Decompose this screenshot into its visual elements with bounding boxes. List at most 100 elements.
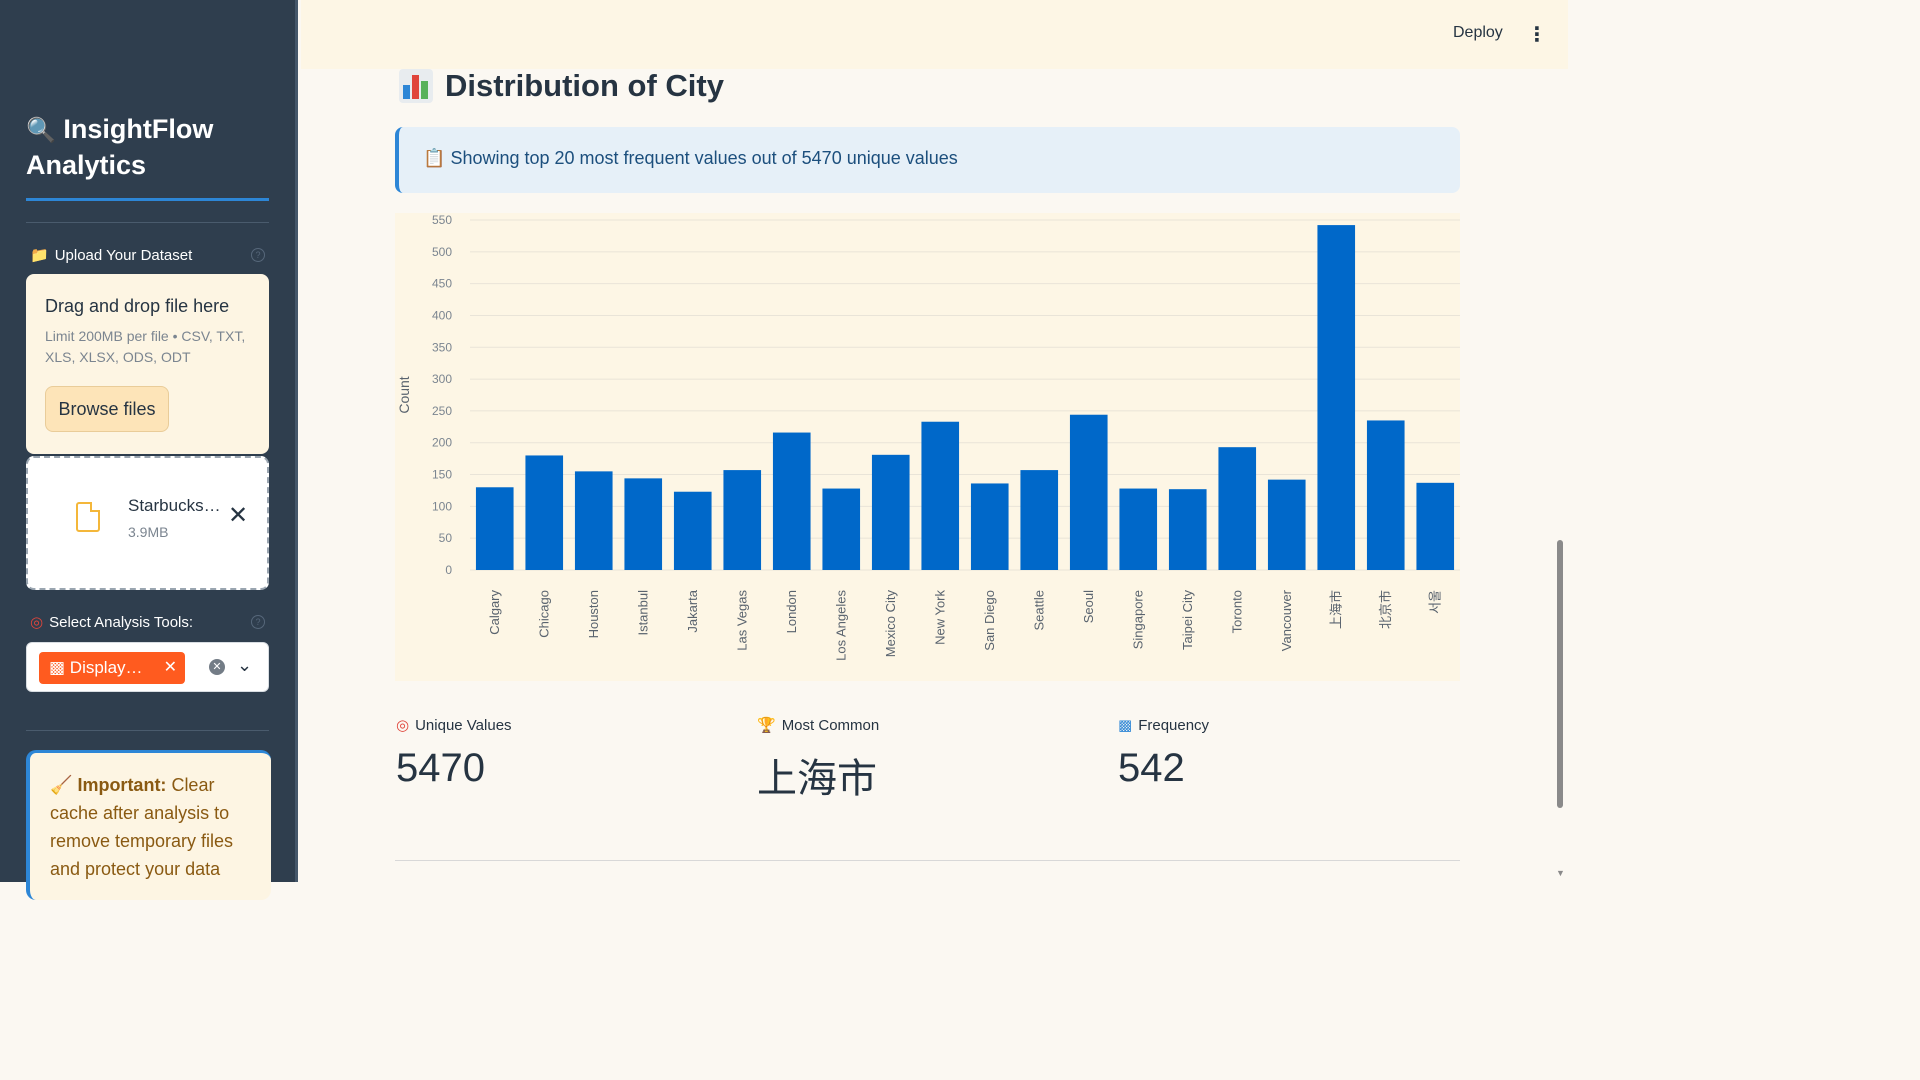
brand-line2: Analytics (26, 150, 147, 180)
x-tick-label: Istanbul (635, 590, 650, 636)
metric-label: Unique Values (415, 716, 512, 734)
folder-icon: 📁 (30, 247, 49, 264)
clipboard-icon: 📋 (423, 148, 446, 168)
x-tick-label: London (784, 590, 799, 633)
broom-icon: 🧹 (50, 775, 73, 795)
tools-label: ◎ Select Analysis Tools: (30, 613, 194, 632)
distribution-chart: 0 50 100 150 200 250 300 350 400 450 500 550 Count Ca… (395, 213, 1460, 681)
brand-title: 🔍 InsightFlow Analytics (26, 112, 269, 182)
file-size: 3.9MB (128, 524, 169, 540)
bar (1416, 482, 1455, 570)
bar (871, 454, 910, 570)
divider (395, 860, 1460, 861)
y-tick-label: 0 (445, 563, 452, 577)
page-title: Distribution of City (399, 68, 724, 104)
bar (1119, 488, 1158, 570)
chevron-down-icon[interactable]: ⌄ (237, 655, 253, 675)
bar (1317, 225, 1356, 570)
metric-label: Most Common (781, 716, 880, 734)
dropzone-title: Drag and drop file here (45, 296, 230, 316)
metric-most-common: 🏆 Most Common 上海市 (757, 716, 879, 804)
bar (970, 483, 1009, 570)
metric-label: Frequency (1138, 716, 1210, 734)
y-tick-label: 550 (432, 213, 452, 227)
x-tick-label: 北京市 (1378, 590, 1393, 629)
bar-chart-icon (399, 69, 433, 103)
metric-value: 5470 (396, 746, 485, 790)
bar (525, 455, 564, 570)
bar (723, 470, 762, 570)
y-tick-label: 150 (432, 468, 452, 482)
x-tick-label: Los Angeles (833, 590, 848, 661)
remove-file-icon[interactable]: ✕ (228, 502, 249, 529)
y-tick-label: 450 (432, 277, 452, 291)
metric-frequency: ▩ Frequency 542 (1118, 716, 1209, 791)
x-tick-label: Singapore (1130, 590, 1145, 649)
bar-chart-svg: 0 50 100 150 200 250 300 350 400 450 500 550 Count Ca… (396, 213, 1460, 661)
y-tick-label: 100 (432, 499, 452, 513)
file-icon (76, 502, 100, 532)
scrollbar[interactable] (1557, 540, 1563, 808)
brand-line1: InsightFlow (63, 114, 214, 144)
target-icon: ◎ (30, 614, 44, 631)
help-icon[interactable]: ? (251, 248, 265, 262)
browse-files-button[interactable]: Browse files (45, 386, 169, 432)
x-tick-label: New York (932, 590, 947, 645)
x-tick-label: Taipei City (1180, 590, 1195, 650)
sidebar: 🔍 InsightFlow Analytics 📁 Upload Your Da… (0, 0, 298, 900)
remove-chip-icon[interactable]: ✕ (163, 659, 177, 676)
x-tick-label: Jakarta (685, 589, 700, 632)
bar (624, 478, 663, 570)
y-tick-label: 300 (432, 372, 452, 386)
bar (772, 432, 811, 570)
important-notice: 🧹 Important: Clear cache after analysis … (26, 750, 271, 900)
bar (822, 488, 861, 570)
info-banner: 📋 Showing top 20 most frequent values ou… (395, 127, 1460, 193)
x-tick-label: Seattle (1031, 590, 1046, 630)
x-tick-label: Vancouver (1279, 589, 1294, 651)
divider (26, 222, 269, 223)
bar (475, 487, 514, 570)
bar (673, 491, 712, 570)
deploy-button[interactable]: Deploy (1453, 24, 1503, 41)
file-name: Starbucks… (128, 496, 221, 515)
bar-chart-icon: ▩ (1118, 717, 1133, 734)
scroll-down-icon[interactable]: ▼ (1556, 868, 1565, 878)
target-icon: ◎ (396, 717, 410, 734)
x-tick-label: San Diego (982, 590, 997, 651)
uploaded-file-card: Starbucks… 3.9MB ✕ (26, 456, 269, 590)
y-tick-label: 500 (432, 245, 452, 259)
metric-value: 上海市 (757, 757, 877, 801)
trophy-icon: 🏆 (757, 717, 776, 734)
x-tick-label: 上海市 (1328, 590, 1343, 629)
y-tick-label: 200 (432, 436, 452, 450)
bar (1366, 420, 1405, 570)
dropzone-subtitle: Limit 200MB per file • CSV, TXT, XLS, XL… (45, 328, 246, 365)
y-axis-label: Count (396, 376, 412, 413)
bar-chart-icon: ▩ (49, 658, 66, 677)
x-tick-label: Las Vegas (734, 590, 749, 651)
top-bar: Deploy ⋮ (301, 0, 1568, 69)
x-tick-label: 서울 (1427, 590, 1442, 614)
bar (921, 421, 960, 570)
y-tick-label: 400 (432, 308, 452, 322)
bar (1069, 414, 1108, 570)
x-tick-label: Toronto (1229, 590, 1244, 633)
more-menu-icon[interactable]: ⋮ (1527, 24, 1547, 46)
clear-all-icon[interactable]: ✕ (209, 659, 225, 675)
divider (26, 730, 269, 731)
x-tick-label: Seoul (1081, 590, 1096, 623)
bar (1168, 489, 1207, 570)
x-tick-label: Chicago (536, 590, 551, 638)
file-dropzone[interactable]: Drag and drop file here Limit 200MB per … (26, 274, 269, 454)
help-icon[interactable]: ? (251, 615, 265, 629)
bar (1267, 479, 1306, 570)
x-tick-label: Calgary (487, 590, 502, 635)
upload-label: 📁 Upload Your Dataset (30, 246, 193, 265)
x-tick-label: Mexico City (883, 590, 898, 658)
y-tick-label: 350 (432, 340, 452, 354)
bar (1020, 470, 1059, 570)
bar (574, 471, 613, 570)
selected-tool-chip[interactable]: ▩ Display… ✕ (39, 652, 185, 684)
analysis-tools-multiselect[interactable]: ▩ Display… ✕ ✕ ⌄ (26, 642, 269, 692)
